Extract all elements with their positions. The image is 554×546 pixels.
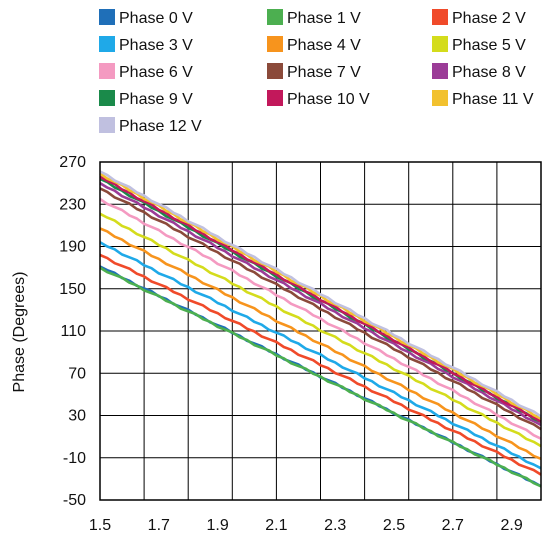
legend-item: Phase 6 V	[99, 63, 193, 81]
plot-border	[99, 161, 542, 501]
y-axis-label: Phase (Degrees)	[11, 272, 28, 393]
plot-frame	[99, 161, 542, 501]
legend-label: Phase 11 V	[452, 91, 534, 108]
legend-item: Phase 10 V	[267, 90, 370, 108]
legend: Phase 0 V Phase 1 V Phase 2 V Phase 3 V Phas…	[99, 9, 534, 135]
legend-swatch	[267, 9, 283, 25]
legend-swatch	[432, 36, 448, 52]
legend-swatch	[267, 90, 283, 106]
legend-swatch	[99, 63, 115, 79]
legend-label: Phase 10 V	[287, 91, 370, 108]
series-line-phase-12-v	[99, 170, 542, 418]
y-tick-label: 150	[59, 281, 86, 298]
legend-label: Phase 0 V	[119, 10, 193, 27]
legend-swatch	[99, 36, 115, 52]
legend-swatch	[267, 36, 283, 52]
legend-label: Phase 8 V	[452, 64, 526, 81]
x-tick-label: 2.9	[500, 517, 522, 534]
legend-swatch	[267, 63, 283, 79]
legend-swatch	[432, 63, 448, 79]
series-line-phase-4-v	[99, 227, 542, 461]
series-line-phase-1-v	[99, 266, 542, 488]
legend-item: Phase 7 V	[267, 63, 361, 81]
legend-item: Phase 1 V	[267, 9, 361, 27]
x-tick-label: 1.5	[89, 517, 111, 534]
legend-item: Phase 8 V	[432, 63, 526, 81]
x-tick-label: 1.7	[148, 517, 170, 534]
legend-item: Phase 9 V	[99, 90, 193, 108]
legend-swatch	[99, 90, 115, 106]
legend-label: Phase 2 V	[452, 10, 526, 27]
legend-swatch	[432, 90, 448, 106]
legend-item: Phase 0 V	[99, 9, 193, 27]
legend-label: Phase 7 V	[287, 64, 361, 81]
x-tick-label: 1.9	[206, 517, 228, 534]
y-tick-label: 230	[59, 196, 86, 213]
legend-label: Phase 4 V	[287, 37, 361, 54]
legend-label: Phase 1 V	[287, 10, 361, 27]
series-line-phase-2-v	[99, 253, 542, 476]
legend-label: Phase 6 V	[119, 64, 193, 81]
series-line-phase-5-v	[99, 212, 542, 448]
x-tick-label: 2.1	[265, 517, 287, 534]
legend-item: Phase 5 V	[432, 36, 526, 54]
y-tick-label: 30	[68, 408, 86, 425]
x-tick-label: 2.7	[442, 517, 464, 534]
x-tick-label: 2.5	[383, 517, 405, 534]
legend-swatch	[99, 117, 115, 133]
y-tick-label: -50	[63, 492, 86, 509]
legend-label: Phase 12 V	[119, 118, 202, 135]
legend-label: Phase 9 V	[119, 91, 193, 108]
y-tick-label: 70	[68, 365, 86, 382]
series-line-phase-7-v	[99, 187, 542, 431]
legend-item: Phase 11 V	[432, 90, 534, 108]
legend-item: Phase 2 V	[432, 9, 526, 27]
y-tick-label: 110	[60, 323, 86, 340]
legend-item: Phase 3 V	[99, 36, 193, 54]
series-line-phase-6-v	[99, 197, 542, 440]
legend-item: Phase 4 V	[267, 36, 361, 54]
series-line-phase-3-v	[99, 241, 542, 470]
series-line-phase-8-v	[99, 181, 542, 427]
y-tick-labels: 270 230 190 150 110 70 30 -10 -50	[59, 154, 86, 509]
x-tick-labels: 1.5 1.7 1.9 2.1 2.3 2.5 2.7 2.9	[89, 517, 523, 534]
legend-swatch	[99, 9, 115, 25]
y-tick-label: 190	[59, 239, 86, 256]
x-tick-label: 2.3	[324, 517, 346, 534]
legend-swatch	[432, 9, 448, 25]
legend-item: Phase 12 V	[99, 117, 202, 135]
legend-label: Phase 3 V	[119, 37, 193, 54]
y-tick-label: 270	[59, 154, 86, 171]
legend-label: Phase 5 V	[452, 37, 526, 54]
y-tick-label: -10	[63, 450, 86, 467]
series-line-phase-10-v	[99, 175, 542, 423]
series-lines	[99, 170, 542, 488]
